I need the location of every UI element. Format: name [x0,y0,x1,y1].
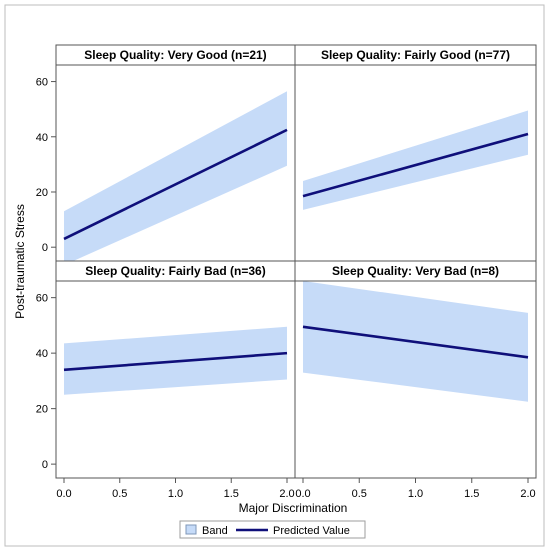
band-1 [64,91,287,261]
x-tick-label: 1.0 [168,488,183,500]
panel-title-2: Sleep Quality: Fairly Good (n=77) [321,48,510,62]
legend-band-label: Band [202,525,228,537]
y-tick-label: 20 [36,187,48,199]
x-tick-label: 0.5 [352,488,367,500]
x-axis-label: Major Discrimination [239,501,348,515]
legend-line-label: Predicted Value [273,525,350,537]
y-tick-label: 0 [42,242,48,254]
panel-title-1: Sleep Quality: Very Good (n=21) [84,48,266,62]
panel-title-4: Sleep Quality: Very Bad (n=8) [332,264,499,278]
y-tick-label: 40 [36,348,48,360]
y-tick-label: 60 [36,77,48,89]
legend-band-swatch [185,524,197,535]
x-tick-label: 0.0 [295,488,310,500]
y-tick-label: 60 [36,293,48,305]
x-tick-label: 2.0 [279,488,294,500]
y-tick-label: 40 [36,132,48,144]
band-2 [303,110,528,210]
y-tick-label: 20 [36,404,48,416]
x-tick-label: 1.5 [464,488,479,500]
predicted-line-1 [63,128,288,241]
x-tick-label: 0.5 [112,488,127,500]
predicted-line-4 [302,325,529,359]
legend-box [179,520,366,539]
x-tick-label: 1.5 [224,488,239,500]
y-axis-label: Post-traumatic Stress [13,204,27,319]
panel-title-3: Sleep Quality: Fairly Bad (n=36) [85,264,265,278]
predicted-line-2 [302,132,529,198]
x-tick-label: 2.0 [520,488,535,500]
y-tick-label: 0 [42,459,48,471]
x-tick-label: 0.0 [56,488,71,500]
predicted-line-3 [63,351,288,372]
x-tick-label: 1.0 [408,488,423,500]
